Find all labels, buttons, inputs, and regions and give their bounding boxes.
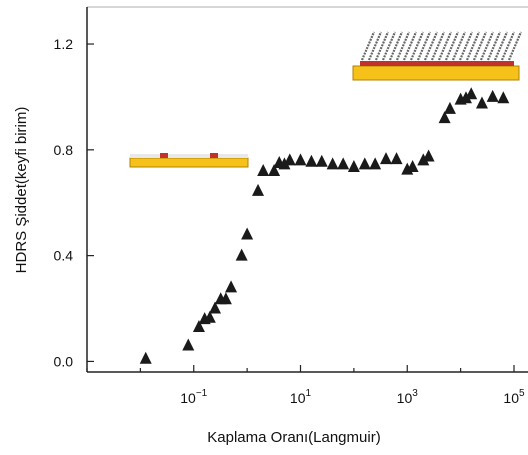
data-point bbox=[305, 154, 318, 167]
inset-dense-anchor-layer bbox=[360, 61, 514, 66]
inset-dense-chain bbox=[430, 31, 446, 61]
data-point bbox=[139, 351, 152, 364]
data-point bbox=[326, 157, 339, 170]
data-point bbox=[465, 87, 478, 100]
inset-dense-chain bbox=[493, 31, 509, 61]
inset-sparse-substrate bbox=[129, 157, 249, 168]
data-point bbox=[358, 157, 371, 170]
data-point bbox=[235, 248, 248, 261]
data-point bbox=[337, 157, 350, 170]
data-point bbox=[347, 160, 360, 173]
data-point bbox=[252, 183, 265, 196]
inset-dense-chain bbox=[500, 31, 516, 61]
data-point bbox=[459, 91, 472, 104]
y-tick-label: 1.2 bbox=[54, 36, 74, 52]
inset-dense-chains bbox=[360, 31, 523, 61]
inset-dense-chain bbox=[388, 31, 404, 61]
data-point bbox=[208, 301, 221, 314]
x-tick-label: 10−1 bbox=[180, 388, 207, 406]
y-axis-ticks: 0.0 0.4 0.8 1.2 bbox=[54, 36, 94, 369]
x-axis-ticks: 10−1 101 103 105 bbox=[86, 365, 525, 406]
data-point bbox=[497, 91, 510, 104]
inset-dense-chain bbox=[395, 31, 411, 61]
x-tick-label: 103 bbox=[397, 388, 419, 406]
inset-dense-chain bbox=[486, 31, 502, 61]
inset-dense-chain bbox=[472, 31, 488, 61]
data-point bbox=[486, 89, 499, 102]
data-point bbox=[417, 153, 430, 166]
x-tick-label: 101 bbox=[290, 388, 312, 406]
inset-dense-chain bbox=[444, 31, 460, 61]
y-tick-label: 0.8 bbox=[54, 142, 74, 158]
data-point bbox=[268, 163, 281, 176]
data-point bbox=[257, 163, 270, 176]
x-tick-label: 105 bbox=[503, 388, 525, 406]
inset-dense-chain bbox=[507, 31, 523, 61]
data-point bbox=[203, 310, 216, 323]
data-point bbox=[315, 154, 328, 167]
data-point bbox=[283, 153, 296, 166]
data-point bbox=[225, 280, 238, 293]
data-point bbox=[369, 157, 382, 170]
y-axis-title: HDRS Şiddet(keyfi birim) bbox=[13, 107, 30, 274]
data-point bbox=[380, 152, 393, 165]
data-point bbox=[438, 111, 451, 124]
data-point bbox=[192, 320, 205, 333]
inset-dense-chain bbox=[409, 31, 425, 61]
inset-dense-chain bbox=[402, 31, 418, 61]
inset-sparse-molecule bbox=[160, 153, 168, 158]
x-axis-title: Kaplama Oranı(Langmuir) bbox=[207, 429, 380, 446]
data-point bbox=[182, 338, 195, 351]
inset-sparse-layer bbox=[129, 153, 249, 168]
inset-dense-chain bbox=[479, 31, 495, 61]
data-points bbox=[139, 87, 510, 364]
inset-dense-chain bbox=[416, 31, 432, 61]
inset-sparse-top-layer bbox=[130, 154, 248, 158]
inset-dense-chain bbox=[374, 31, 390, 61]
inset-sparse-molecule bbox=[210, 153, 218, 158]
data-point bbox=[219, 292, 232, 305]
data-point bbox=[390, 152, 403, 165]
inset-dense-chain bbox=[465, 31, 481, 61]
data-point bbox=[475, 96, 488, 109]
data-point bbox=[443, 101, 456, 114]
inset-dense-chain bbox=[458, 31, 474, 61]
inset-dense-chain bbox=[437, 31, 453, 61]
data-point bbox=[422, 149, 435, 162]
inset-dense-chain bbox=[381, 31, 397, 61]
inset-dense-chain bbox=[451, 31, 467, 61]
data-point bbox=[241, 227, 254, 240]
data-point bbox=[294, 153, 307, 166]
data-point bbox=[406, 160, 419, 173]
inset-dense-chain bbox=[360, 31, 376, 61]
inset-dense-chain bbox=[423, 31, 439, 61]
inset-dense-substrate bbox=[352, 65, 520, 81]
inset-dense-chain bbox=[367, 31, 383, 61]
data-point bbox=[278, 157, 291, 170]
inset-dense-layer bbox=[352, 31, 523, 81]
y-tick-label: 0.4 bbox=[54, 248, 74, 264]
y-tick-label: 0.0 bbox=[54, 353, 74, 369]
